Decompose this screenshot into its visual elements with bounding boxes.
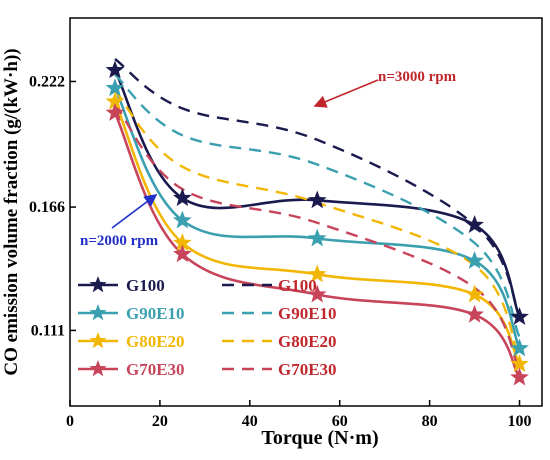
legend-marker-G100: [89, 276, 107, 293]
x-tick-label-4: 80: [422, 413, 438, 430]
series-line-3000-G70E30: [114, 103, 521, 372]
series-line-3000-G90E10: [114, 73, 521, 338]
x-tick-label-3: 60: [332, 413, 348, 430]
point-G70E30-2: [307, 284, 327, 303]
plot-frame: [69, 17, 543, 407]
x-tick-label-5: 100: [508, 413, 532, 430]
legend-label-3000-G80E20: G80E20: [278, 332, 337, 351]
point-G90E10-4: [510, 338, 529, 357]
legend-marker-G90E10: [89, 304, 107, 321]
point-G90E10-3: [465, 251, 484, 269]
legend-marker-G70E30: [89, 360, 107, 377]
x-tick-label-1: 20: [152, 413, 168, 430]
point-G80E20-3: [465, 284, 484, 303]
point-G70E30-3: [465, 304, 484, 323]
legend-label-G80E20: G80E20: [126, 332, 185, 351]
legend: G100 G100 G90E10 G90E10 G80E20 G80E20 G70E30 G7…: [78, 276, 337, 379]
point-G70E30-4: [510, 367, 529, 386]
legend-label-3000-G70E30: G70E30: [278, 360, 337, 379]
y-axis-label: CO emission volume fraction (g/(kW·h)): [1, 48, 22, 375]
annotations: n=3000 rpm n=2000 rpm: [80, 69, 457, 249]
point-G100-3: [465, 215, 484, 233]
legend-label-G90E10: G90E10: [126, 304, 185, 323]
annotation-2000-arrow: [111, 194, 158, 229]
annotation-3000-arrow: [313, 79, 379, 108]
annotation-3000-label: n=3000 rpm: [378, 69, 457, 85]
y-tick-label-1: 0.166: [29, 199, 65, 216]
x-tick-label-2: 40: [242, 413, 258, 430]
axes: 0 20 40 60 80 100 0.111 0.166 0.222: [29, 73, 532, 430]
point-G100-2: [307, 190, 327, 209]
legend-label-G70E30: G70E30: [126, 360, 185, 379]
legend-marker-G80E20: [89, 332, 107, 349]
point-G70E30-0: [105, 103, 125, 121]
point-G100-0: [105, 60, 125, 79]
annotation-2000-label: n=2000 rpm: [80, 233, 159, 249]
point-G100-4: [510, 307, 529, 325]
legend-label-G100: G100: [126, 276, 165, 295]
point-G90E10-1: [172, 210, 192, 229]
point-G100-1: [172, 188, 192, 207]
markers: [105, 60, 529, 386]
y-tick-label-0: 0.111: [31, 322, 65, 339]
y-tick-label-2: 0.222: [29, 73, 65, 90]
point-G80E20-2: [307, 264, 327, 283]
x-axis-label: Torque (N·m): [261, 427, 378, 449]
point-G90E10-2: [307, 228, 327, 247]
legend-label-3000-G90E10: G90E10: [278, 304, 337, 323]
legend-label-3000-G100: G100: [278, 276, 317, 295]
x-tick-label-0: 0: [66, 413, 74, 430]
point-G70E30-1: [172, 244, 192, 263]
series-line-3000-G100: [114, 58, 521, 316]
